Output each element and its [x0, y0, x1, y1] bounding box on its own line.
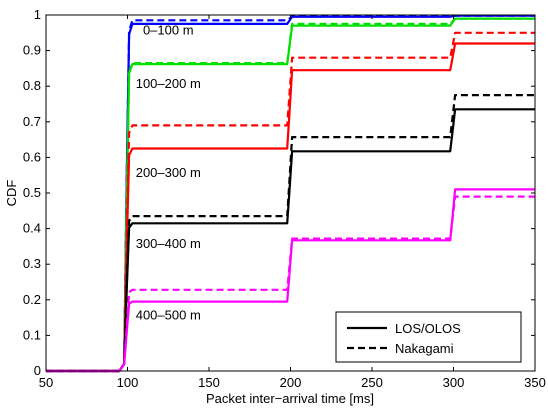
annotation-layer: 0–100 m 100–200 m 200–300 m 300–400 m 400–50…	[136, 23, 201, 323]
x-tick-label: 250	[361, 375, 383, 390]
y-tick-label: 0.6	[23, 149, 41, 164]
y-tick-label: 0.4	[23, 221, 41, 236]
y-tick-label: 0.5	[23, 185, 41, 200]
y-tick-label: 0	[34, 363, 41, 378]
legend: LOS/OLOS Nakagami	[335, 311, 522, 363]
legend-entry-los-olos: LOS/OLOS	[395, 321, 461, 336]
x-tick-label: 100	[117, 375, 139, 390]
x-tick-label: 50	[39, 375, 53, 390]
y-axis-label: CDF	[4, 180, 19, 207]
x-tick-label: 300	[443, 375, 465, 390]
series-5-dashed-line	[46, 195, 535, 373]
legend-entry-nakagami: Nakagami	[395, 341, 454, 356]
y-tick-label: 0.1	[23, 327, 41, 342]
range-annotation: 200–300 m	[136, 165, 201, 180]
range-annotation: 300–400 m	[136, 236, 201, 251]
y-tick-label: 0.7	[23, 114, 41, 129]
y-tick-label: 0.9	[23, 43, 41, 58]
tick-layer: 50 100 150 200 250 300 350 0 0.1 0.2 0.3 0.4 0.5 0.6 0…	[23, 7, 546, 390]
y-tick-label: 0.2	[23, 292, 41, 307]
range-annotation: 400–500 m	[136, 307, 201, 322]
series-layer	[46, 14, 535, 373]
y-tick-label: 0.8	[23, 78, 41, 93]
range-annotation: 100–200 m	[136, 76, 201, 91]
x-tick-label: 200	[280, 375, 302, 390]
y-tick-label: 0.3	[23, 256, 41, 271]
x-axis-label: Packet inter−arrival time [ms]	[206, 391, 374, 406]
x-tick-label: 350	[524, 375, 546, 390]
x-tick-label: 150	[198, 375, 220, 390]
y-tick-label: 1	[34, 7, 41, 22]
legend-box	[335, 311, 522, 363]
range-annotation: 0–100 m	[143, 23, 194, 38]
